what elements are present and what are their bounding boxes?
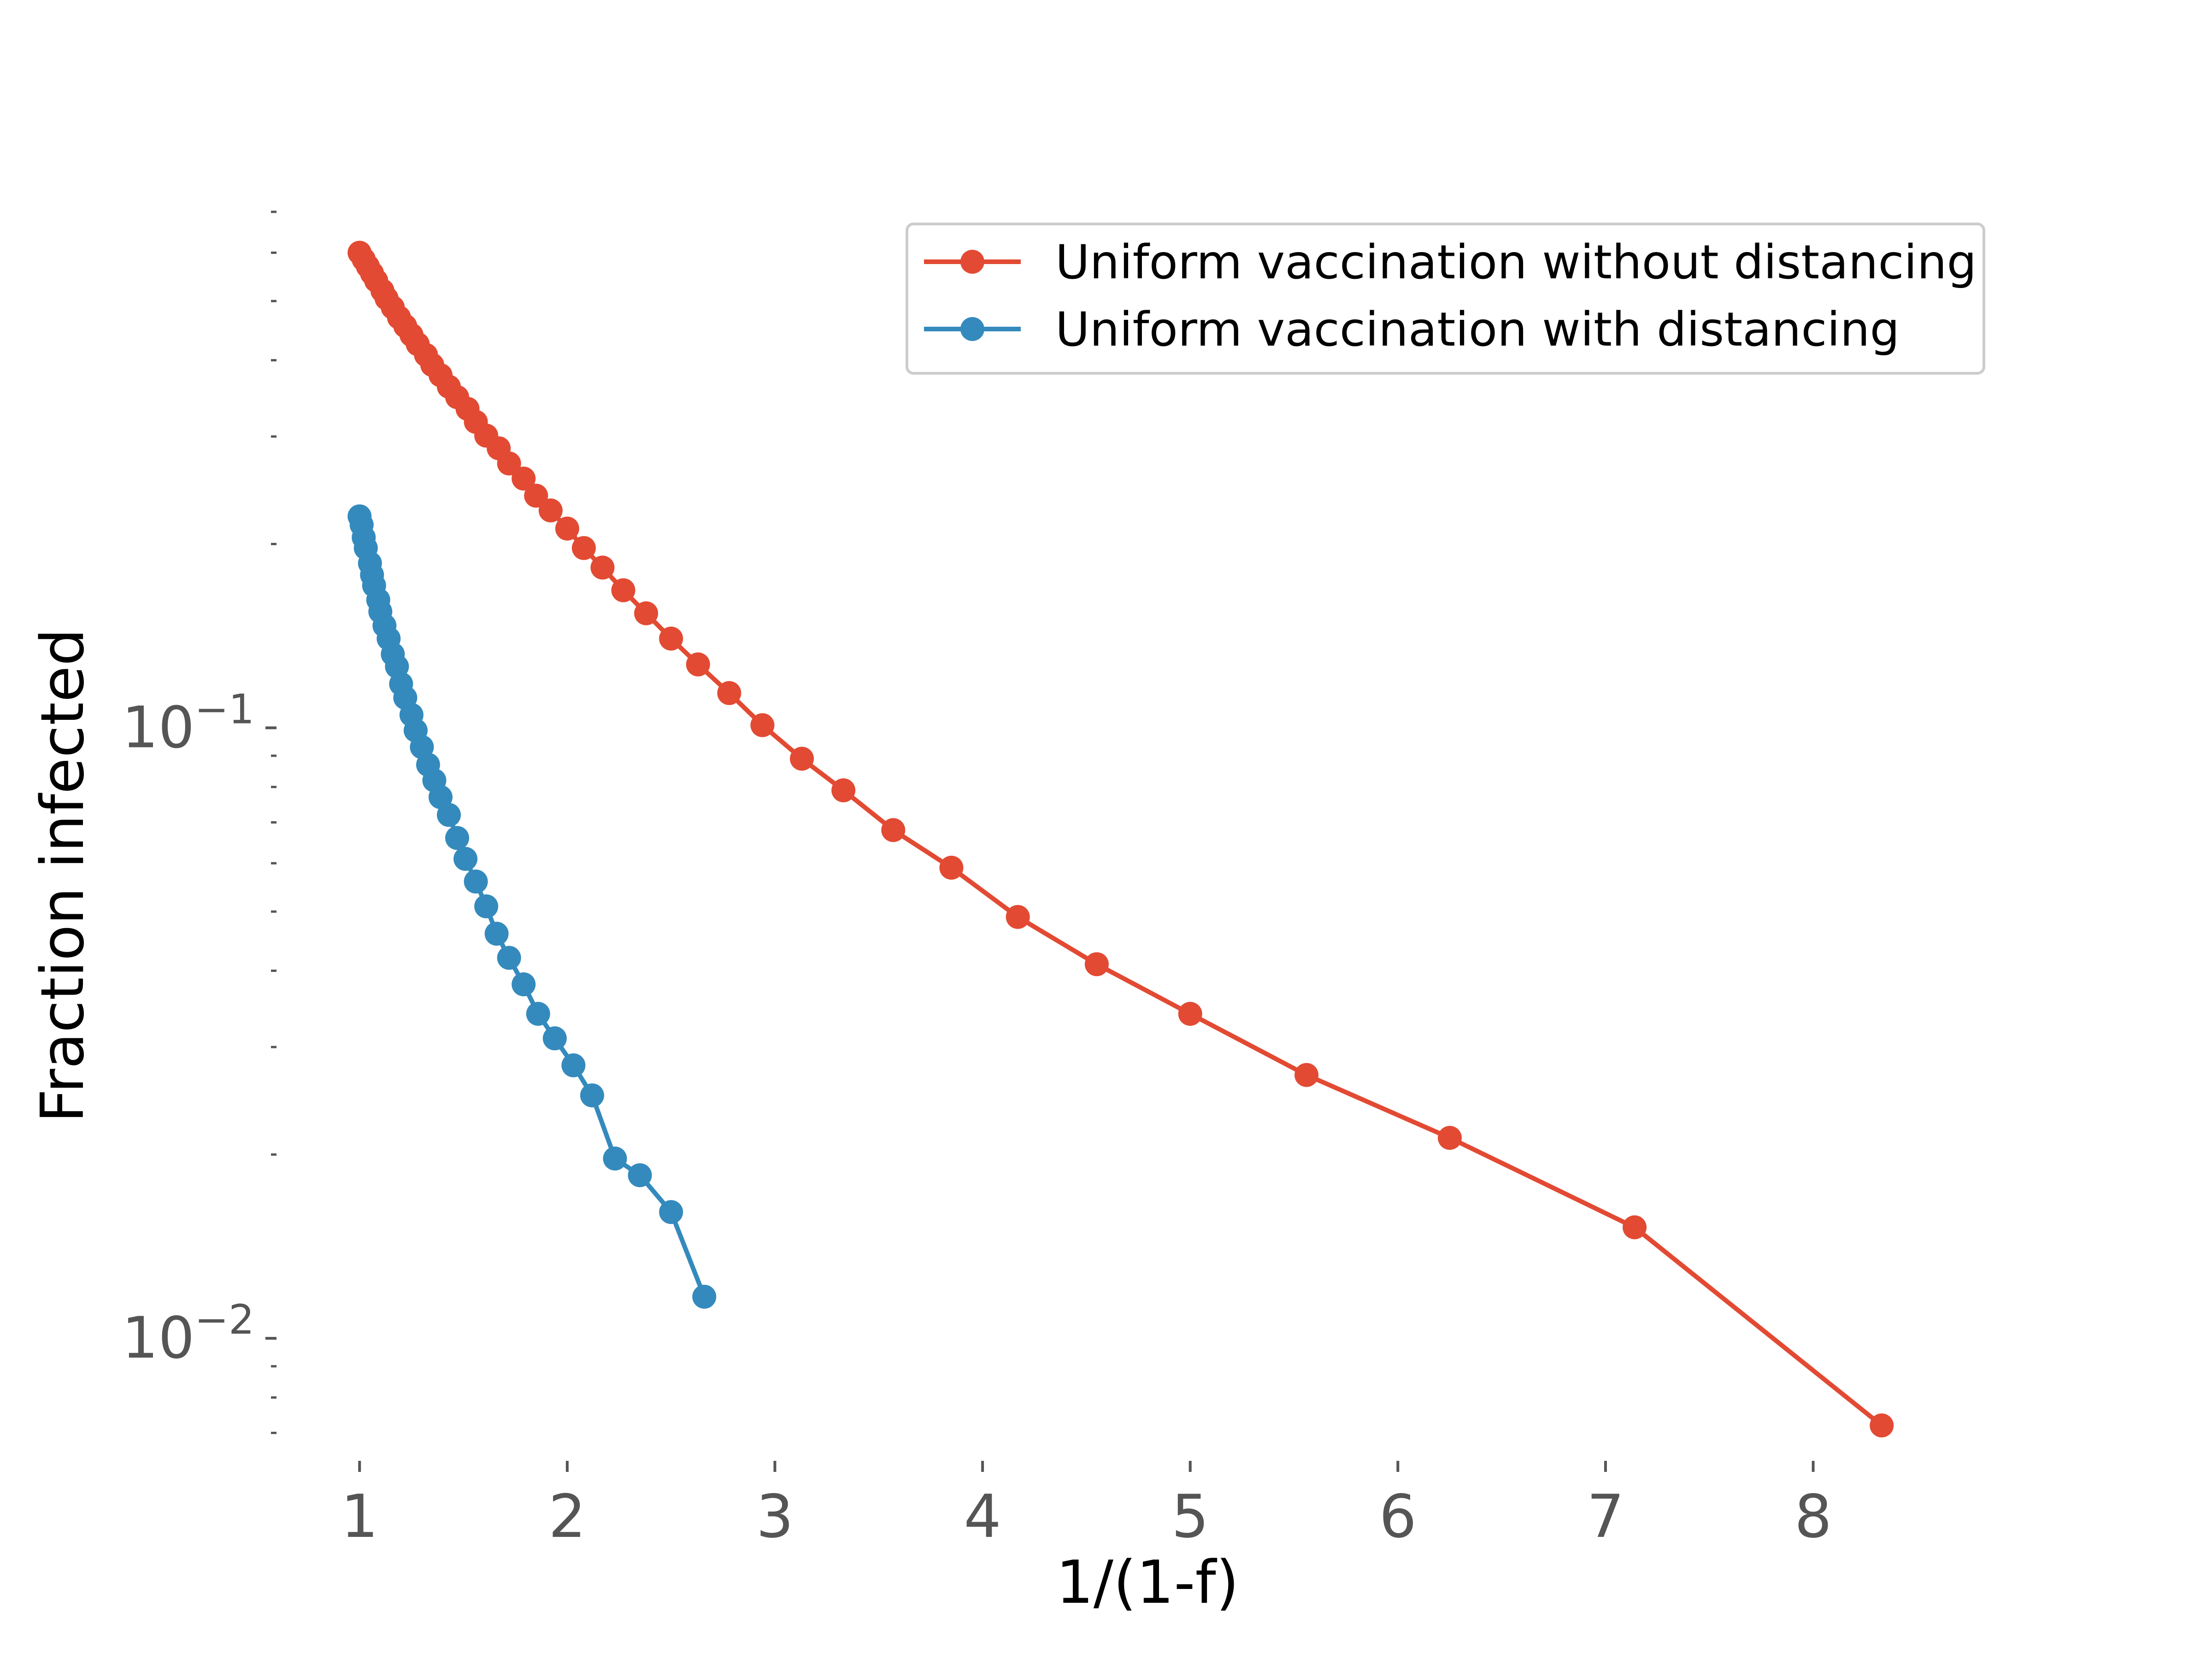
- x-tick-label: 1: [341, 1483, 378, 1551]
- data-point: [464, 869, 488, 894]
- data-point: [538, 498, 563, 523]
- data-point: [1006, 905, 1030, 929]
- data-point: [555, 516, 579, 541]
- legend-swatch-marker: [960, 317, 984, 341]
- data-point: [453, 847, 478, 871]
- data-point: [628, 1163, 652, 1188]
- data-point: [542, 1026, 567, 1051]
- data-point: [659, 626, 683, 651]
- y-tick-label: 10−2: [122, 1296, 254, 1371]
- data-point: [561, 1053, 586, 1077]
- data-point: [497, 946, 521, 970]
- series-2: [347, 504, 717, 1309]
- data-point: [497, 451, 521, 476]
- y-axis-ticks: 10−1 10−2: [122, 211, 276, 1434]
- data-point: [750, 713, 775, 737]
- legend: Uniform vaccination without distancing Un…: [906, 223, 1985, 375]
- x-tick-label: 4: [964, 1483, 1001, 1551]
- x-axis-ticks: 1 2 3 4 5 6 7 8: [341, 1461, 1832, 1551]
- data-point: [686, 652, 710, 677]
- data-point: [474, 894, 499, 918]
- series-layer: [347, 241, 1894, 1438]
- legend-label: Uniform vaccination without distancing: [1055, 235, 1977, 290]
- data-point: [512, 466, 536, 491]
- series-1: [347, 241, 1894, 1438]
- data-point: [1437, 1126, 1462, 1150]
- data-point: [1870, 1413, 1894, 1438]
- x-tick-label: 8: [1794, 1483, 1832, 1551]
- data-point: [1623, 1215, 1647, 1240]
- legend-label: Uniform vaccination with distancing: [1055, 302, 1900, 357]
- x-tick-label: 5: [1171, 1483, 1209, 1551]
- data-point: [831, 778, 856, 802]
- data-point: [524, 483, 548, 508]
- data-point: [526, 1002, 550, 1026]
- data-point: [1084, 952, 1109, 977]
- legend-box: [906, 223, 1985, 375]
- data-point: [603, 1147, 627, 1171]
- data-point: [717, 681, 741, 705]
- y-tick-label: 10−1: [122, 685, 254, 761]
- series-line: [357, 516, 706, 1298]
- x-tick-label: 7: [1587, 1483, 1624, 1551]
- data-point: [1294, 1063, 1319, 1087]
- data-point: [484, 922, 509, 946]
- data-point: [428, 785, 453, 809]
- data-point: [437, 803, 461, 827]
- data-point: [881, 818, 906, 842]
- data-point: [692, 1284, 717, 1309]
- data-point: [611, 578, 635, 602]
- y-axis-label: Fraction infected: [29, 629, 97, 1123]
- series-line: [357, 251, 1883, 1428]
- data-point: [445, 826, 470, 850]
- data-point: [790, 747, 814, 771]
- data-point: [1178, 1002, 1202, 1026]
- legend-item: Uniform vaccination without distancing: [924, 235, 1977, 290]
- x-tick-label: 3: [756, 1483, 794, 1551]
- data-point: [512, 972, 536, 997]
- data-point: [939, 855, 964, 880]
- legend-item: Uniform vaccination with distancing: [924, 302, 1900, 357]
- x-tick-label: 2: [548, 1483, 586, 1551]
- x-tick-label: 6: [1379, 1483, 1417, 1551]
- legend-swatch-marker: [960, 250, 984, 274]
- x-axis-label: 1/(1-f): [1056, 1548, 1239, 1617]
- data-point: [590, 555, 615, 580]
- data-point: [659, 1200, 683, 1224]
- data-point: [571, 536, 596, 560]
- data-point: [580, 1083, 604, 1107]
- data-point: [634, 601, 659, 625]
